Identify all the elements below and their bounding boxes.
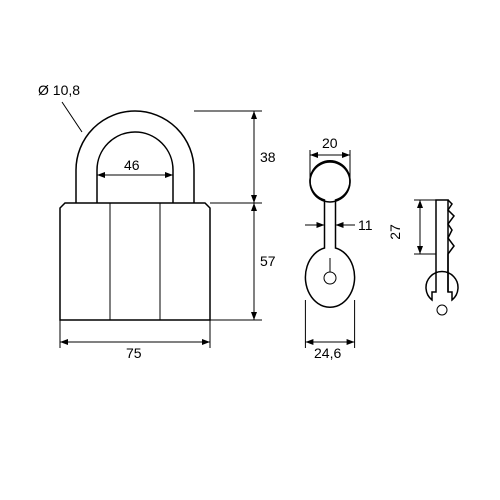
label-body-width: 75 [126, 345, 142, 361]
label-key-blade: 27 [387, 224, 403, 240]
cylinder-insert: 20 11 24,6 [305, 135, 373, 361]
padlock: Ø 10,8 46 38 57 75 [38, 82, 276, 361]
label-insert-base: 24,6 [314, 345, 341, 361]
label-body-height: 57 [260, 253, 276, 269]
key: 27 [387, 200, 458, 315]
label-shackle-height: 38 [260, 149, 276, 165]
label-shackle-inner: 46 [124, 157, 140, 173]
label-insert-top: 20 [322, 135, 338, 151]
label-insert-neck: 11 [358, 217, 373, 233]
label-shackle-diameter: Ø 10,8 [38, 82, 80, 98]
dimension-diagram: Ø 10,8 46 38 57 75 20 [0, 0, 500, 500]
